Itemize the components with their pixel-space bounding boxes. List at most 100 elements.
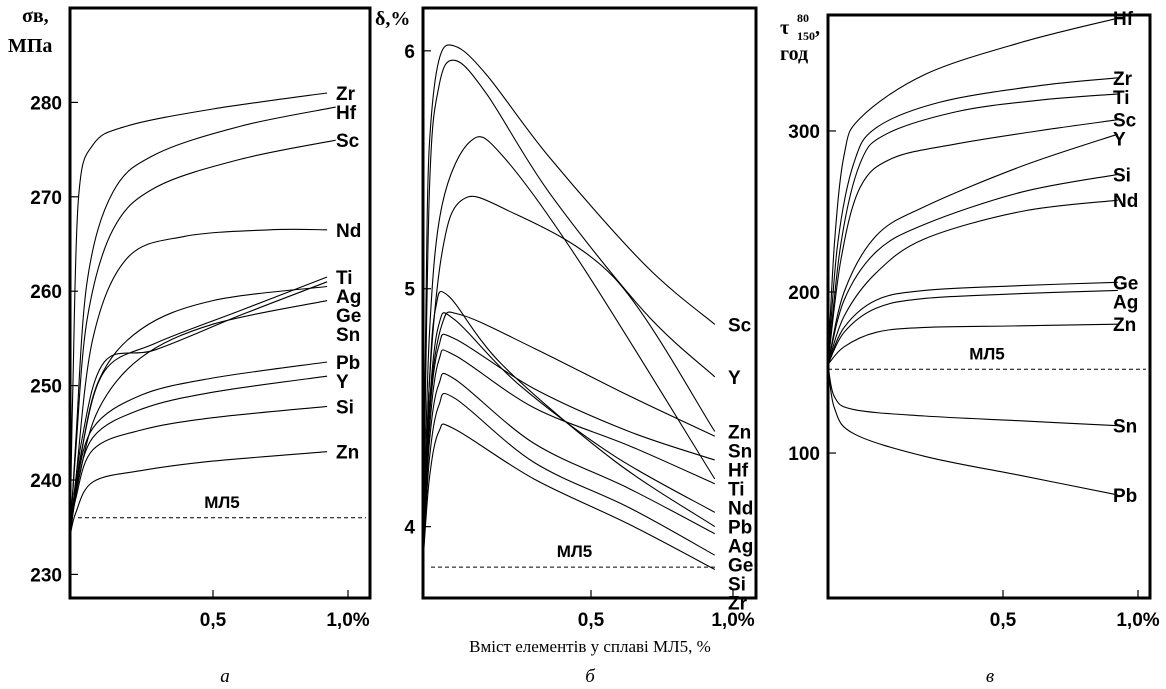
x-axis-caption: Вміст елементів у сплаві МЛ5, % [469,637,711,656]
series-label-si: Si [728,575,746,596]
series-label-pb: Pb [1113,486,1137,507]
series-label-ti: Ti [728,480,745,501]
x-tick-label: 0,5 [990,610,1017,631]
y-tick-label: 250 [30,377,62,398]
plot-frame [826,13,1152,600]
y-axis-label-superscript: 80 [797,11,809,25]
series-line-y [422,59,716,563]
y-tick-label: 200 [788,283,820,304]
series-label-si: Si [1113,165,1131,186]
series-label-ag: Ag [336,287,361,308]
y-tick-label: 270 [30,188,62,209]
series-line-y [827,133,1118,365]
baseline-label: МЛ5 [204,493,240,512]
y-tick-label: 230 [30,565,62,586]
y-tick-label: 5 [404,280,415,301]
series-label-ge: Ge [1113,273,1138,294]
plot-frame [421,6,758,600]
x-tick-label: 0,5 [200,610,227,631]
y-axis-label-subscript: 150 [797,29,815,43]
series-label-pb: Pb [728,518,752,539]
series-line-zn [422,195,716,563]
series-label-hf: Hf [1113,9,1134,30]
series-line-y [69,375,328,537]
series-label-ag: Ag [728,537,753,558]
series-label-pb: Pb [336,353,360,374]
series-line-si [827,173,1118,365]
series-line-hf [422,333,715,563]
y-axis-label: τ [780,17,789,39]
y-axis-label: МПа [8,35,52,57]
series-label-zn: Zn [728,423,751,444]
series-label-nd: Nd [728,499,753,520]
series-line-pb [69,361,328,537]
series-label-si: Si [336,397,354,418]
y-axis-label: σв, [22,5,49,27]
series-line-hf [69,106,336,537]
x-tick-label: 1,0% [1116,610,1159,631]
series-label-y: Y [336,372,349,393]
series-label-hf: Hf [728,461,749,482]
series-line-ti [422,136,716,563]
series-line-si [69,405,328,537]
y-axis-label: δ,% [375,8,410,30]
series-line-ge [827,281,1118,365]
y-tick-label: 6 [404,42,415,63]
series-line-zn [69,451,328,537]
series-label-ge: Ge [336,306,361,327]
x-tick-label: 0,5 [578,610,605,631]
series-line-nd [422,349,716,563]
series-label-zn: Zn [1113,315,1136,336]
series-line-ag [422,291,716,563]
series-line-ge [69,285,328,537]
series-label-ti: Ti [1113,88,1130,109]
series-line-sc [69,139,336,537]
series-label-hf: Hf [336,103,357,124]
series-line-zr [422,423,716,570]
series-line-pb [422,312,716,563]
y-axis-label-comma: , [815,17,820,39]
series-label-nd: Nd [1113,191,1138,212]
series-label-sn: Sn [1113,417,1137,438]
y-axis-label-unit: год [780,43,808,65]
series-label-sn: Sn [728,442,752,463]
series-line-ti [69,276,328,537]
y-tick-label: 280 [30,93,62,114]
series-line-sc [422,44,716,563]
x-tick-label: 1,0% [326,610,369,631]
series-line-sc [827,119,1118,365]
series-line-sn [827,364,1118,427]
series-label-ge: Ge [728,556,753,577]
plot-frame [68,6,372,600]
series-line-hf [827,17,1118,365]
y-tick-label: 300 [788,122,820,143]
series-line-nd [69,228,328,537]
series-line-zr [69,92,328,537]
series-label-y: Y [728,368,741,389]
y-tick-label: 100 [788,444,820,465]
series-label-sc: Sc [728,315,752,336]
series-line-pb [827,364,1118,496]
series-line-ag [69,281,328,537]
panel-caption: в [986,666,994,687]
y-tick-label: 260 [30,282,62,303]
series-line-ag [827,289,1118,365]
x-tick-label: 1,0% [711,610,754,631]
y-tick-label: 4 [404,518,415,539]
series-line-ti [827,93,1118,365]
series-label-zr: Zr [1113,69,1133,90]
series-label-zr: Zr [728,594,748,615]
series-line-zn [827,323,1118,365]
y-tick-label: 240 [30,471,62,492]
series-label-y: Y [1113,130,1126,151]
series-label-nd: Nd [336,221,361,242]
series-line-nd [827,199,1118,365]
series-label-sn: Sn [336,325,360,346]
series-label-zr: Zr [336,84,356,105]
panel-caption: б [585,666,596,687]
series-label-ag: Ag [1113,292,1138,313]
